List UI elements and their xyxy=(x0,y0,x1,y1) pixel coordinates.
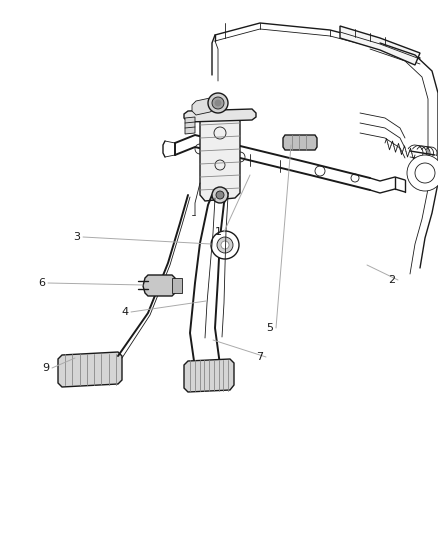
Text: 1: 1 xyxy=(215,227,222,237)
Polygon shape xyxy=(143,275,178,296)
Text: 5: 5 xyxy=(266,323,273,333)
Circle shape xyxy=(215,100,221,106)
Polygon shape xyxy=(58,352,122,387)
Text: 6: 6 xyxy=(39,278,46,288)
Polygon shape xyxy=(184,109,256,122)
Circle shape xyxy=(211,231,239,259)
Text: 4: 4 xyxy=(121,307,129,317)
Text: 3: 3 xyxy=(74,232,81,242)
Polygon shape xyxy=(283,135,317,150)
Polygon shape xyxy=(184,359,234,392)
Polygon shape xyxy=(200,115,240,201)
Circle shape xyxy=(217,237,233,253)
Circle shape xyxy=(221,241,229,249)
Polygon shape xyxy=(340,26,420,65)
Polygon shape xyxy=(185,117,195,134)
Text: 7: 7 xyxy=(256,352,264,362)
Polygon shape xyxy=(192,98,215,115)
Circle shape xyxy=(212,97,224,109)
Polygon shape xyxy=(172,278,182,293)
Circle shape xyxy=(208,93,228,113)
Circle shape xyxy=(212,187,228,203)
Circle shape xyxy=(216,191,224,199)
Text: 2: 2 xyxy=(389,275,396,285)
Circle shape xyxy=(407,155,438,191)
Text: 9: 9 xyxy=(42,363,49,373)
